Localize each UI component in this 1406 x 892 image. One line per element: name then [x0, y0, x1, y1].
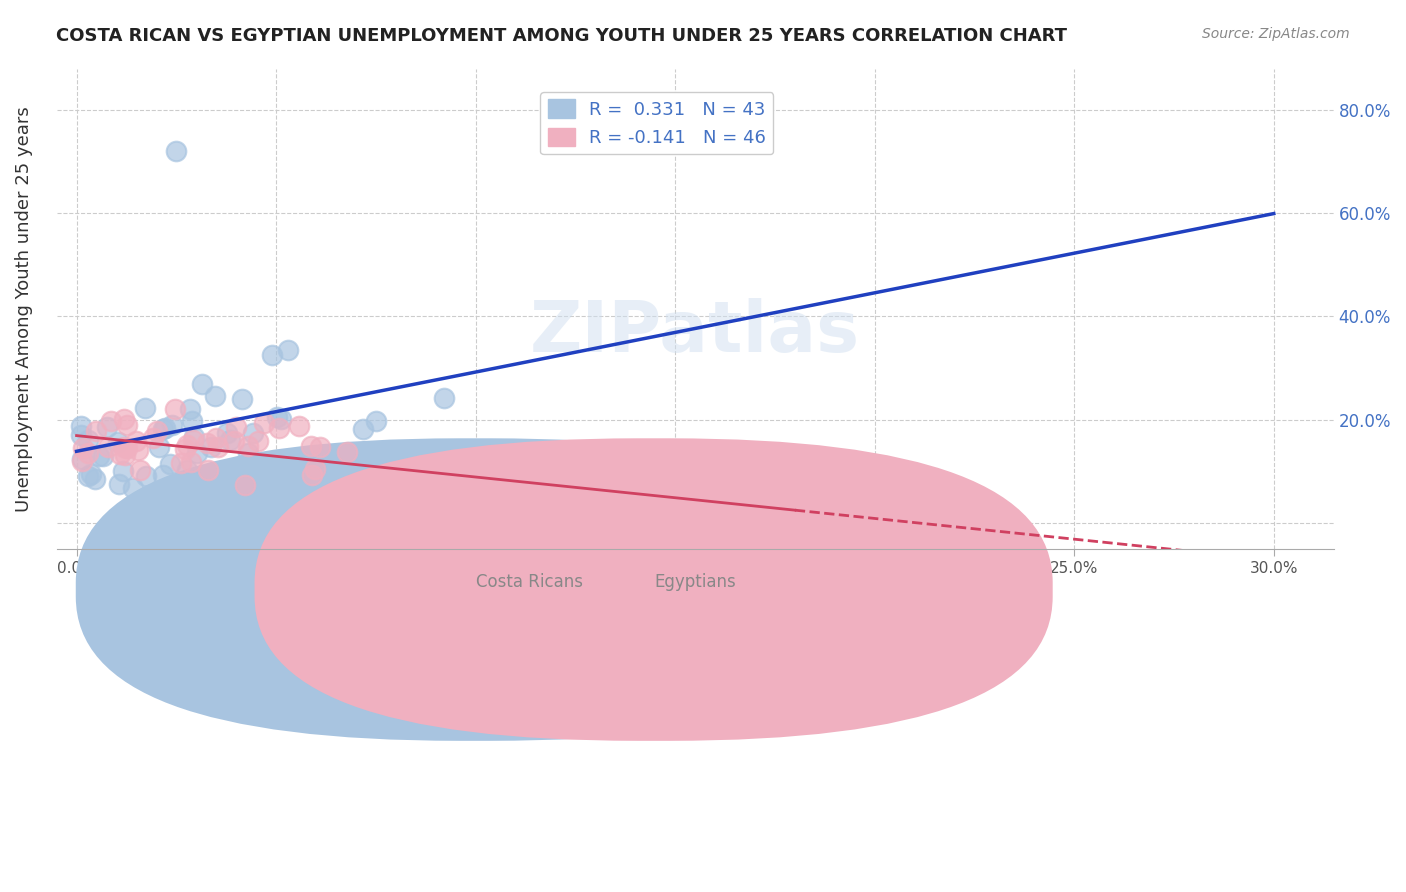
Point [165, 401, 187, 416]
Point [304, 462, 326, 476]
Point [76, 446, 98, 460]
Point [69, 428, 91, 442]
Point [247, 434, 270, 448]
Point [159, 457, 181, 471]
Point [267, 421, 290, 435]
Point [108, 447, 131, 461]
Point [236, 439, 259, 453]
Point [236, 446, 259, 460]
Point [96, 419, 118, 434]
Point [111, 464, 134, 478]
Point [72, 454, 94, 468]
Point [107, 434, 129, 449]
Text: ZIPatlas: ZIPatlas [530, 298, 860, 368]
Point [152, 468, 174, 483]
Point [148, 440, 170, 454]
Point [176, 463, 198, 477]
Point [170, 456, 193, 470]
Text: Egyptians: Egyptians [654, 574, 735, 591]
Point [180, 455, 202, 469]
Point [301, 467, 323, 482]
Point [76, 469, 98, 483]
Legend: R =  0.331   N = 43, R = -0.141   N = 46: R = 0.331 N = 43, R = -0.141 N = 46 [540, 92, 773, 154]
Point [205, 431, 228, 445]
Point [80, 467, 103, 481]
Point [141, 431, 163, 445]
Point [233, 478, 256, 492]
Point [108, 477, 131, 491]
Point [77, 433, 100, 447]
Point [114, 448, 136, 462]
Point [266, 410, 288, 425]
Point [181, 434, 204, 448]
Point [153, 421, 176, 435]
Point [121, 482, 143, 496]
Point [87, 449, 110, 463]
Point [433, 391, 456, 405]
Point [207, 440, 229, 454]
Point [165, 144, 187, 158]
Point [197, 463, 219, 477]
Point [125, 434, 148, 448]
Point [152, 422, 174, 436]
Point [299, 439, 322, 453]
Point [204, 389, 226, 403]
Point [135, 469, 157, 483]
Text: Costa Ricans: Costa Ricans [475, 574, 582, 591]
Point [215, 425, 238, 440]
Point [231, 392, 253, 406]
Point [72, 442, 94, 456]
Point [186, 446, 208, 460]
Point [262, 348, 284, 362]
Point [84, 473, 107, 487]
Point [357, 473, 380, 487]
Point [115, 441, 138, 455]
Point [377, 483, 399, 498]
Point [91, 449, 114, 463]
Point [176, 438, 198, 452]
Point [429, 478, 451, 492]
Point [179, 402, 201, 417]
Point [191, 377, 214, 392]
Point [200, 441, 222, 455]
Point [364, 414, 387, 428]
Point [225, 420, 247, 434]
Point [86, 424, 108, 438]
Point [183, 429, 205, 443]
Point [134, 401, 156, 415]
Point [352, 422, 374, 436]
Point [97, 440, 120, 454]
Point [112, 412, 135, 426]
Point [145, 424, 167, 438]
Point [112, 440, 135, 454]
Point [242, 426, 264, 441]
Text: COSTA RICAN VS EGYPTIAN UNEMPLOYMENT AMONG YOUTH UNDER 25 YEARS CORRELATION CHAR: COSTA RICAN VS EGYPTIAN UNEMPLOYMENT AMO… [56, 27, 1067, 45]
Point [270, 412, 292, 426]
FancyBboxPatch shape [76, 438, 875, 741]
Point [277, 343, 299, 358]
Point [253, 417, 276, 431]
Point [129, 463, 152, 477]
Point [160, 417, 183, 432]
Point [218, 433, 240, 447]
Point [127, 442, 149, 457]
Point [69, 418, 91, 433]
Point [72, 451, 94, 466]
Point [287, 419, 309, 434]
Y-axis label: Unemployment Among Youth under 25 years: Unemployment Among Youth under 25 years [15, 106, 32, 511]
Point [222, 434, 245, 448]
Point [180, 414, 202, 428]
Point [173, 442, 195, 456]
Point [117, 418, 139, 433]
Text: Source: ZipAtlas.com: Source: ZipAtlas.com [1202, 27, 1350, 41]
Point [195, 436, 218, 450]
Point [100, 414, 122, 428]
Point [543, 477, 565, 491]
FancyBboxPatch shape [254, 438, 1053, 741]
Point [368, 506, 391, 520]
Point [420, 462, 443, 476]
Point [309, 440, 332, 454]
Point [336, 445, 359, 459]
